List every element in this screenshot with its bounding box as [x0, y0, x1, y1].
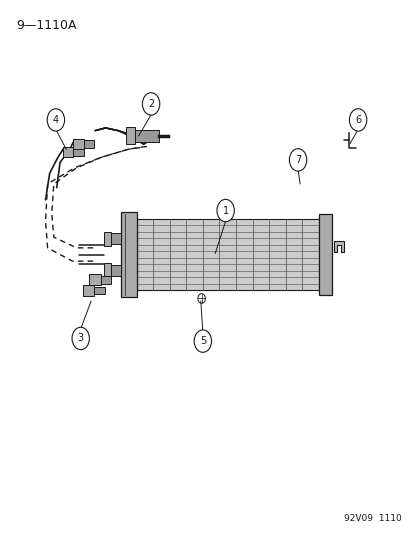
Bar [94, 287, 104, 294]
Bar [89, 274, 100, 285]
Bar [126, 127, 135, 144]
Bar [318, 214, 331, 295]
Text: 9—1110A: 9—1110A [17, 19, 77, 31]
Text: 7: 7 [294, 155, 301, 165]
Bar [100, 276, 111, 284]
Bar [83, 285, 94, 296]
Bar [73, 148, 83, 156]
Text: 92V09  1110: 92V09 1110 [343, 514, 401, 523]
Circle shape [194, 330, 211, 352]
Bar [134, 130, 159, 142]
Text: 5: 5 [199, 336, 206, 346]
Text: 3: 3 [78, 334, 83, 343]
Text: 2: 2 [147, 99, 154, 109]
Circle shape [72, 327, 89, 350]
Text: 1: 1 [222, 206, 228, 215]
Text: 4: 4 [53, 115, 59, 125]
Bar [103, 263, 111, 277]
Circle shape [349, 109, 366, 131]
Bar [73, 139, 83, 149]
Bar [121, 212, 136, 297]
Polygon shape [333, 241, 343, 252]
Bar [110, 265, 121, 276]
Bar [83, 140, 94, 148]
Bar [63, 147, 73, 157]
Text: 6: 6 [354, 115, 360, 125]
Circle shape [47, 109, 64, 131]
Circle shape [216, 199, 234, 222]
Bar [103, 232, 111, 246]
Bar [136, 219, 318, 290]
Bar [110, 233, 121, 244]
Circle shape [289, 149, 306, 171]
Circle shape [142, 93, 159, 115]
